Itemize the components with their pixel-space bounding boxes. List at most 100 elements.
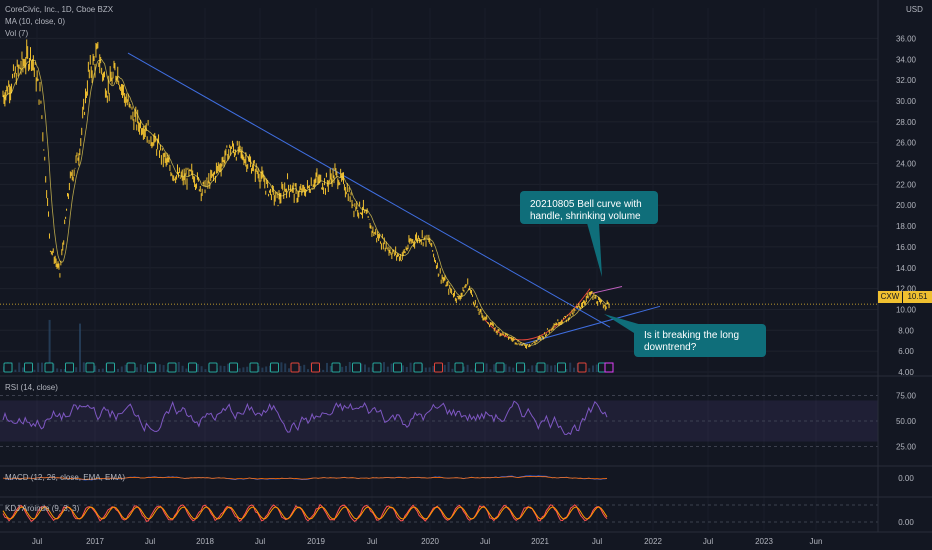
price-tick-label: 34.00 — [896, 55, 917, 64]
earnings-markers — [3, 362, 614, 373]
time-tick-label: 2018 — [196, 537, 214, 546]
volume-bar — [196, 364, 199, 372]
volume-bar — [257, 366, 260, 372]
earnings-marker — [413, 362, 423, 373]
volume-bar — [303, 364, 306, 372]
volume-bar — [383, 362, 385, 372]
earnings-marker — [229, 362, 238, 373]
macd-tick-label: 0.00 — [898, 474, 914, 483]
time-tick-label: 2017 — [86, 537, 104, 546]
volume-bar — [18, 362, 21, 372]
macd-legend: MACD (12, 26, close, EMA, EMA) — [5, 473, 126, 482]
volume-bar — [390, 363, 393, 372]
volume-bar — [424, 367, 427, 372]
volume-bar — [261, 367, 264, 372]
upcoming-earnings-marker — [604, 362, 614, 373]
earnings-marker — [516, 362, 525, 373]
volume-bar — [117, 368, 119, 372]
rsi-legend: RSI (14, close) — [5, 383, 58, 392]
time-tick-label: Jul — [703, 537, 713, 546]
breakout-callout[interactable]: Is it breaking the long downtrend? — [634, 324, 766, 357]
breakout-callout-tail — [604, 314, 642, 338]
bell-callout-tail — [587, 223, 602, 277]
volume-bar — [470, 369, 473, 372]
earnings-marker — [188, 362, 197, 373]
rsi-tick-label: 50.00 — [896, 417, 917, 426]
volume-bar — [63, 369, 66, 372]
bell-curve-arc — [484, 288, 591, 341]
volume-bar — [158, 364, 161, 372]
volume-bar — [592, 365, 594, 372]
volume-bar — [550, 365, 553, 372]
handle-line — [589, 286, 623, 295]
price-candles — [2, 39, 610, 372]
volume-bar — [554, 365, 556, 372]
kdj-tick-label: 0.00 — [898, 518, 914, 527]
downtrend-line — [127, 52, 611, 328]
volume-bar — [432, 365, 435, 372]
volume-bar — [177, 362, 180, 372]
volume-bar — [569, 362, 572, 372]
volume-bar — [284, 363, 287, 372]
volume-bar — [341, 366, 344, 372]
volume-bar — [219, 365, 222, 372]
volume-bar — [364, 364, 366, 372]
bell-curve-callout[interactable]: 20210805 Bell curve with handle, shrinki… — [520, 191, 658, 224]
volume-bar — [462, 366, 465, 372]
volume-bar — [79, 323, 81, 372]
volume-bar — [595, 364, 598, 372]
volume-bar — [299, 365, 302, 372]
price-tick-label: 30.00 — [896, 97, 917, 106]
earnings-marker — [249, 362, 259, 373]
price-tick-label: 16.00 — [896, 243, 917, 252]
earnings-marker — [454, 362, 464, 373]
volume-bar — [14, 369, 17, 372]
indicator-panes: 25.00 50.00 75.00 0.00 0.00 — [0, 375, 932, 527]
volume-bar — [82, 362, 85, 372]
volume-bar — [242, 367, 245, 372]
time-tick-label: 2023 — [755, 537, 773, 546]
volume-bar — [41, 362, 43, 372]
time-tick-label: Jul — [32, 537, 42, 546]
volume-bar — [565, 369, 568, 372]
volume-bar — [535, 365, 537, 372]
volume-bar — [166, 369, 169, 372]
volume-bar — [223, 365, 226, 372]
earnings-marker — [434, 362, 443, 373]
volume-bar — [573, 367, 575, 372]
price-tick-label: 26.00 — [896, 139, 917, 148]
volume-bar — [527, 368, 530, 372]
volume-bar — [37, 362, 40, 372]
earnings-marker — [167, 362, 177, 373]
time-tick-label: Jul — [480, 537, 490, 546]
price-tick-label: 22.00 — [896, 180, 917, 189]
time-tick-label: 2022 — [644, 537, 662, 546]
volume-bar — [329, 366, 332, 372]
volume-bar — [428, 367, 431, 372]
volume-bar — [227, 363, 230, 372]
time-tick-label: Jul — [255, 537, 265, 546]
earnings-marker — [65, 362, 74, 373]
time-tick-label: 2019 — [307, 537, 325, 546]
volume-bar — [143, 364, 146, 372]
earnings-marker — [3, 362, 13, 373]
symbol-price-tag: CXW — [878, 291, 902, 303]
kdj-k-line — [2, 503, 608, 523]
volume-bar — [288, 368, 290, 372]
volume-bar — [120, 366, 123, 372]
time-tick-label: Jul — [145, 537, 155, 546]
volume-bar — [185, 368, 188, 372]
rsi-tick-label: 75.00 — [896, 391, 917, 400]
volume-bar — [124, 364, 127, 372]
volume-bar — [136, 367, 138, 372]
volume-legend: Vol (7) — [5, 29, 29, 38]
earnings-marker — [393, 362, 402, 373]
price-tick-label: 28.00 — [896, 118, 917, 127]
volume-bar — [360, 363, 363, 372]
volume-bar — [200, 366, 203, 372]
volume-bar — [348, 362, 351, 372]
price-tick-label: 32.00 — [896, 76, 917, 85]
time-tick-label: Jul — [367, 537, 377, 546]
volume-bar — [451, 368, 454, 372]
